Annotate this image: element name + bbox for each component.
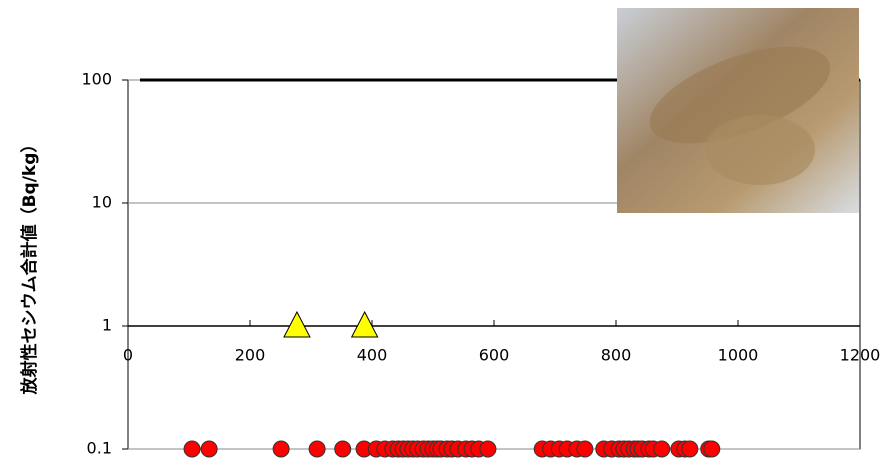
circle-point (183, 440, 201, 458)
x-tick-label: 1200 (840, 346, 881, 365)
triangle-point (350, 310, 379, 338)
photo-shell (649, 46, 831, 144)
y-tick-label: 0.1 (87, 439, 112, 458)
circle-point (200, 440, 218, 458)
circle-point (334, 440, 352, 458)
circle-point (308, 440, 326, 458)
x-tick-label: 200 (235, 346, 266, 365)
circle-point (703, 440, 721, 458)
circle-point (653, 440, 671, 458)
circle-point (576, 440, 594, 458)
circle-point (272, 440, 290, 458)
x-tick-label: 800 (601, 346, 632, 365)
photo-shell (705, 115, 815, 185)
x-tick-label: 1000 (718, 346, 759, 365)
y-tick-label: 100 (81, 70, 112, 89)
triangle-point (283, 310, 311, 338)
y-tick-label: 10 (92, 193, 112, 212)
x-tick-label: 600 (479, 346, 510, 365)
y-tick-label: 1 (102, 316, 112, 335)
x-tick-label: 400 (357, 346, 388, 365)
y-axis-title: 放射性セシウム合計値（Bq/kg） (19, 136, 40, 396)
circle-point (479, 440, 497, 458)
x-tick-label: 0 (123, 346, 133, 365)
circle-point (681, 440, 699, 458)
